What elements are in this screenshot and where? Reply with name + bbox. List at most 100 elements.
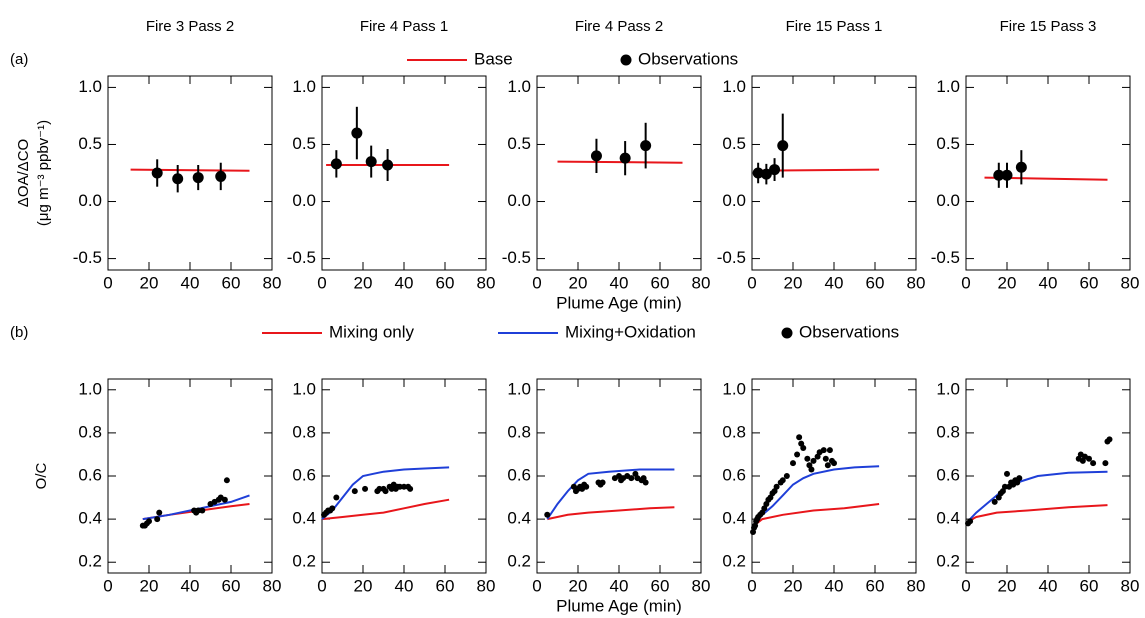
x-tick-label: 20 (998, 273, 1017, 292)
x-tick-label: 60 (866, 576, 885, 595)
y-tick-label: 1.0 (292, 77, 316, 96)
observation-point (151, 167, 163, 179)
x-tick-label: 80 (477, 273, 496, 292)
observation-point (382, 159, 394, 171)
x-tick-label: 80 (692, 273, 711, 292)
x-tick-label: 80 (477, 576, 496, 595)
x-tick-label: 0 (317, 576, 326, 595)
observation-point (1102, 460, 1109, 467)
observation-point (1015, 161, 1027, 173)
model-line (546, 468, 675, 520)
observation-point (619, 152, 631, 164)
plot-frame (536, 75, 702, 271)
observation-point (382, 488, 389, 495)
x-tick-label: 40 (181, 576, 200, 595)
x-tick-label: 80 (692, 576, 711, 595)
legend-label: Mixing+Oxidation (565, 322, 696, 341)
observation-point (1106, 436, 1113, 443)
y-tick-label: -0.5 (931, 248, 960, 267)
observation-point (333, 494, 340, 501)
legend-swatch (620, 54, 632, 66)
y-tick-label: 0.4 (78, 509, 102, 528)
observation-point (195, 507, 202, 514)
observation-point (599, 479, 606, 486)
observation-point (583, 483, 590, 490)
y-tick-label: 0.8 (507, 422, 531, 441)
y-tick-label: 0.4 (292, 509, 316, 528)
plot-frame (965, 75, 1131, 271)
observation-point (396, 483, 403, 490)
x-tick-label: 0 (961, 576, 970, 595)
observation-point (407, 485, 414, 492)
y-tick-label: -0.5 (717, 248, 746, 267)
observation-point (156, 509, 163, 516)
x-tick-label: 20 (140, 273, 159, 292)
x-tick-label: 40 (610, 273, 629, 292)
legend-label: Base (474, 49, 513, 68)
observation-point (796, 434, 803, 441)
y-tick-label: 0.0 (507, 191, 531, 210)
observation-point (760, 168, 772, 180)
x-tick-label: 20 (569, 273, 588, 292)
observation-point (351, 127, 363, 139)
y-tick-label: 1.0 (936, 77, 960, 96)
observation-point (221, 496, 228, 503)
y-axis-label: O/C (33, 463, 50, 490)
y-tick-label: 0.0 (292, 191, 316, 210)
x-tick-label: 40 (1039, 576, 1058, 595)
y-tick-label: 0.6 (722, 465, 746, 484)
y-tick-label: 0.6 (292, 465, 316, 484)
observation-point (822, 455, 829, 462)
x-tick-label: 40 (395, 273, 414, 292)
y-tick-label: 0.5 (722, 134, 746, 153)
observation-point (376, 485, 383, 492)
x-tick-label: 0 (103, 273, 112, 292)
observation-point (365, 156, 377, 168)
legend-label: Mixing only (329, 322, 415, 341)
plot-frame (751, 378, 917, 574)
panel-title: Fire 15 Pass 1 (786, 18, 883, 35)
panel-title: Fire 4 Pass 1 (360, 18, 448, 35)
observation-point (967, 518, 974, 525)
model-line (753, 503, 880, 527)
observation-point (215, 170, 227, 182)
x-tick-label: 60 (651, 273, 670, 292)
y-tick-label: 0.5 (292, 134, 316, 153)
y-tick-label: 0.8 (78, 422, 102, 441)
y-tick-label: 0.5 (936, 134, 960, 153)
observation-point (1090, 460, 1097, 467)
observation-point (401, 483, 407, 490)
x-tick-label: 0 (961, 273, 970, 292)
observation-point (642, 479, 649, 486)
x-axis-label: Plume Age (min) (556, 596, 682, 615)
x-tick-label: 60 (1080, 576, 1099, 595)
y-tick-label: 0.6 (78, 465, 102, 484)
x-tick-label: 0 (532, 576, 541, 595)
observation-point (1086, 455, 1092, 462)
x-tick-label: 20 (998, 576, 1017, 595)
observation-point (993, 169, 1005, 181)
observation-point (223, 477, 230, 484)
observation-point (640, 140, 652, 152)
y-tick-label: 0.8 (936, 422, 960, 441)
y-tick-label: 0.2 (292, 552, 316, 571)
observation-point (351, 488, 358, 495)
x-tick-label: 60 (222, 273, 241, 292)
x-tick-label: 80 (1121, 273, 1140, 292)
observation-point (146, 518, 152, 525)
x-tick-label: 0 (317, 273, 326, 292)
x-tick-label: 0 (532, 273, 541, 292)
x-tick-label: 20 (784, 273, 803, 292)
y-tick-label: 1.0 (722, 379, 746, 398)
y-tick-label: 0.5 (78, 134, 102, 153)
observation-point (752, 167, 764, 179)
y-tick-label: 1.0 (292, 379, 316, 398)
y-tick-label: 1.0 (507, 77, 531, 96)
observation-point (808, 466, 815, 473)
x-tick-label: 40 (825, 273, 844, 292)
observation-point (1001, 169, 1013, 181)
observation-point (172, 173, 184, 185)
y-tick-label: 0.2 (722, 552, 746, 571)
x-axis-label: Plume Age (min) (556, 293, 682, 312)
y-axis-units: (μg m⁻³ ppbv⁻¹) (35, 120, 52, 226)
